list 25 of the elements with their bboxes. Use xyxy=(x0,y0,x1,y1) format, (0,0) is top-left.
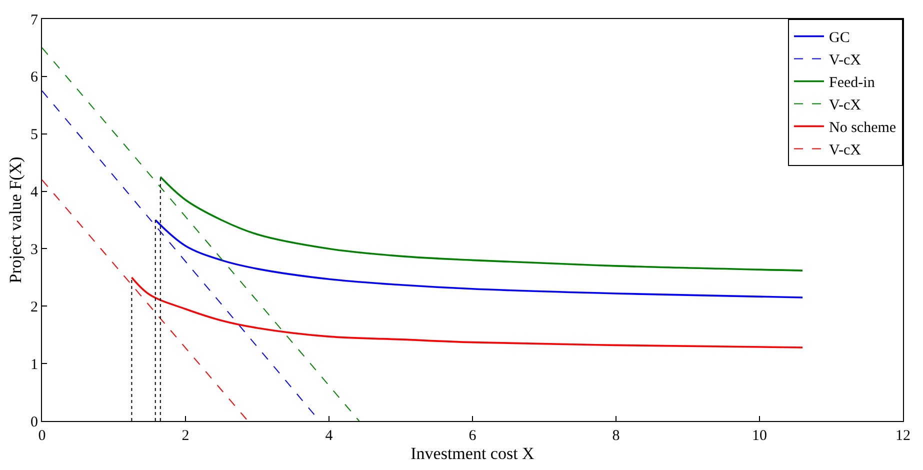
y-axis-title: Project value F(X) xyxy=(6,156,26,284)
legend-label: Feed-in xyxy=(829,75,876,92)
line-series xyxy=(130,276,804,348)
y-tick-label: 7 xyxy=(30,12,38,28)
x-axis-title: Investment cost X xyxy=(410,444,534,463)
y-tick-label: 4 xyxy=(30,184,38,201)
legend-label: V-cX xyxy=(829,98,862,114)
line-series xyxy=(154,219,804,298)
y-tick-label: 6 xyxy=(30,70,38,86)
x-tick-label: 4 xyxy=(325,428,334,444)
x-tick-label: 6 xyxy=(468,428,477,444)
y-tick-label: 5 xyxy=(30,127,38,144)
y-tick-label: 3 xyxy=(30,242,38,258)
y-tick-label: 1 xyxy=(30,356,38,373)
legend-label: V-cX xyxy=(829,142,862,159)
x-tick-label: 8 xyxy=(612,428,620,444)
legend-label: V-cX xyxy=(829,52,862,69)
x-tick-label: 10 xyxy=(752,428,767,444)
legend-label: No scheme xyxy=(829,120,896,136)
legend-label: GC xyxy=(829,30,850,46)
line-series xyxy=(159,176,804,272)
y-tick-label: 0 xyxy=(30,414,38,430)
y-tick-label: 2 xyxy=(30,299,38,316)
x-tick-label: 2 xyxy=(182,428,190,444)
x-tick-label: 12 xyxy=(896,428,910,444)
